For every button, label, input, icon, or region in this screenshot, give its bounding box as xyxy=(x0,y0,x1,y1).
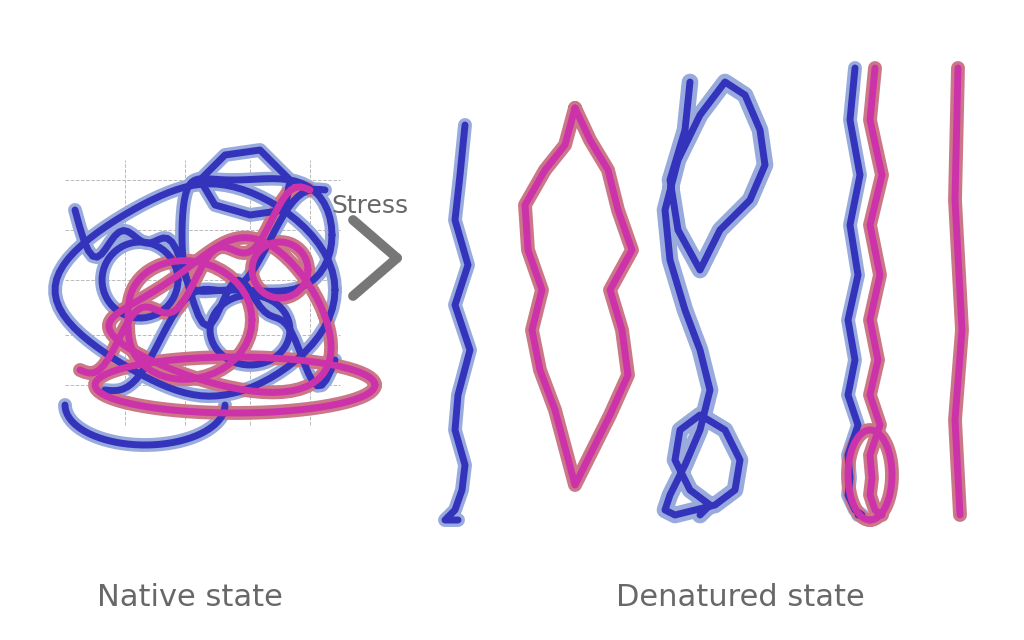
Text: Denatured state: Denatured state xyxy=(615,584,864,612)
Text: Native state: Native state xyxy=(97,584,283,612)
Text: Stress: Stress xyxy=(332,194,409,218)
